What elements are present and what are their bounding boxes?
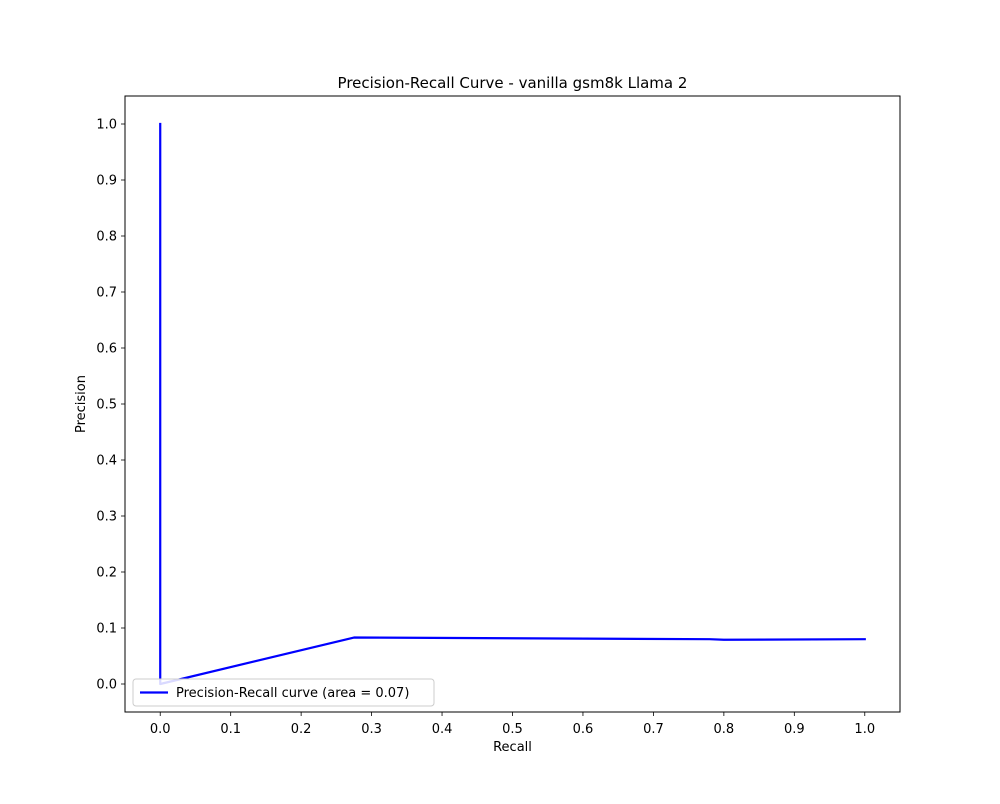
y-tick-label: 0.1 bbox=[96, 622, 117, 637]
x-tick-label: 0.3 bbox=[361, 722, 382, 737]
x-tick-label: 0.0 bbox=[150, 722, 171, 737]
x-tick-label: 0.6 bbox=[573, 722, 594, 737]
y-tick-label: 0.2 bbox=[96, 566, 117, 581]
x-tick-label: 0.9 bbox=[784, 722, 805, 737]
x-tick-label: 0.2 bbox=[291, 722, 312, 737]
y-tick-label: 0.0 bbox=[96, 678, 117, 693]
y-axis-label: Precision bbox=[74, 375, 89, 433]
x-axis-label: Recall bbox=[493, 740, 532, 755]
legend: Precision-Recall curve (area = 0.07) bbox=[132, 678, 435, 707]
axes: 0.0 0.1 0.2 0.3 0.4 0.5 0.6 0.7 0.8 0.9 1.0 0.0 0.1 0… bbox=[96, 95, 901, 737]
x-tick-label: 0.7 bbox=[643, 722, 664, 737]
x-tick-label: 0.4 bbox=[432, 722, 453, 737]
y-tick-label: 1.0 bbox=[96, 118, 117, 133]
y-tick-label: 0.8 bbox=[96, 230, 117, 245]
data-series bbox=[159, 122, 866, 686]
legend-box bbox=[132, 678, 435, 707]
y-tick-label: 0.9 bbox=[96, 174, 117, 189]
y-tick-label: 0.3 bbox=[96, 510, 117, 525]
legend-label: Precision-Recall curve (area = 0.07) bbox=[176, 686, 409, 701]
plot-frame bbox=[124, 95, 901, 713]
y-tick-label: 0.6 bbox=[96, 342, 117, 357]
chart-title: Precision-Recall Curve - vanilla gsm8k L… bbox=[338, 74, 688, 92]
y-tick-label: 0.4 bbox=[96, 454, 117, 469]
y-tick-label: 0.5 bbox=[96, 398, 117, 413]
x-tick-label: 0.1 bbox=[220, 722, 241, 737]
series-line bbox=[159, 122, 866, 686]
x-tick-label: 1.0 bbox=[854, 722, 875, 737]
y-tick-label: 0.7 bbox=[96, 286, 117, 301]
x-tick-label: 0.8 bbox=[714, 722, 735, 737]
x-tick-label: 0.5 bbox=[502, 722, 523, 737]
